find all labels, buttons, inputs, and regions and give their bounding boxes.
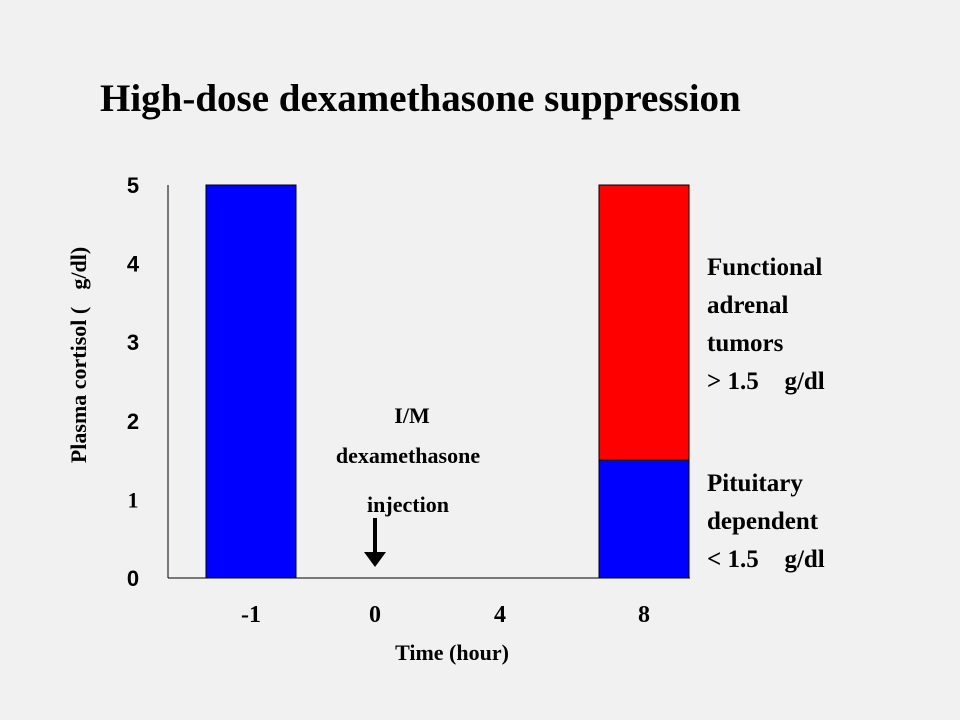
bar-8-series-2 xyxy=(598,184,690,461)
bar-8-series-1 xyxy=(598,459,690,579)
injection-annotation: I/M dexamethasone injection xyxy=(336,403,480,567)
y-tick-4: 4 xyxy=(127,252,140,277)
x-tick-labels: -1 0 4 8 xyxy=(241,602,650,628)
pituitary-line-2: dependent xyxy=(707,508,819,535)
annotation-line-3: injection xyxy=(367,492,449,517)
bar--1-series-1 xyxy=(205,184,297,579)
y-tick-labels: 0 1 2 3 4 5 xyxy=(127,173,140,591)
injection-arrow-head xyxy=(364,552,386,567)
annotation-line-2: dexamethasone xyxy=(336,443,480,468)
pituitary-dependent-label: Pituitary dependent < 1.5 g/dl xyxy=(707,465,825,579)
y-tick-3: 3 xyxy=(127,330,139,355)
x-tick-0: 0 xyxy=(369,602,381,628)
y-tick-0: 0 xyxy=(127,566,139,591)
functional-line-4: > 1.5 g/dl xyxy=(707,368,825,395)
functional-line-1: Functional xyxy=(707,254,823,281)
functional-line-3: tumors xyxy=(707,330,784,357)
x-tick-4: 4 xyxy=(494,602,506,628)
x-tick-8: 8 xyxy=(638,602,650,628)
pituitary-line-1: Pituitary xyxy=(707,470,803,497)
chart-title: High-dose dexamethasone suppression xyxy=(100,77,741,120)
y-axis-label: Plasma cortisol (g/dl) xyxy=(66,247,91,463)
bars-group xyxy=(205,184,690,579)
x-tick--1: -1 xyxy=(241,602,261,628)
y-tick-1: 1 xyxy=(128,487,139,512)
pituitary-line-3: < 1.5 g/dl xyxy=(707,546,825,573)
y-tick-5: 5 xyxy=(127,173,139,198)
y-tick-2: 2 xyxy=(127,409,139,434)
functional-line-2: adrenal xyxy=(707,292,789,319)
functional-adrenal-label: Functional adrenal tumors > 1.5 g/dl xyxy=(707,249,825,401)
x-axis-label: Time (hour) xyxy=(395,640,509,665)
annotation-line-1: I/M xyxy=(394,403,430,428)
